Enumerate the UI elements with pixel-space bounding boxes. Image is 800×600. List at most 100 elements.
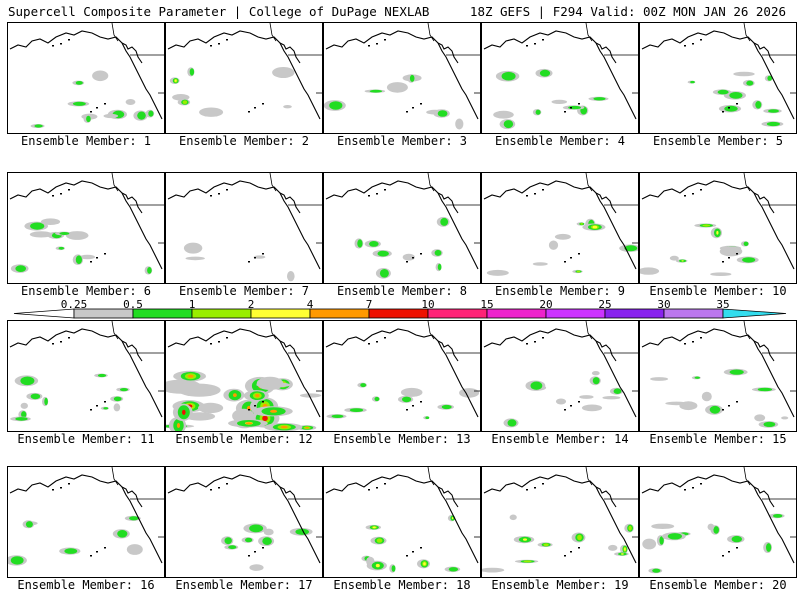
scp-contour-low (20, 402, 28, 409)
scp-contour-low (299, 393, 322, 398)
scp-contour-green (58, 246, 65, 250)
political-border (585, 467, 593, 486)
coastline (325, 180, 479, 270)
island (96, 257, 98, 259)
scp-contour-yellowgreen (543, 543, 549, 546)
island (218, 193, 220, 195)
coastline (9, 474, 163, 564)
coastline (279, 340, 301, 362)
political-border (743, 173, 751, 192)
coastline (595, 340, 617, 362)
colorbar-tick-label: 15 (480, 298, 494, 311)
coastline (595, 192, 617, 214)
map-svg (9, 173, 164, 275)
island (218, 43, 220, 45)
island (722, 409, 724, 411)
scp-contour-low (608, 544, 618, 551)
scp-contour-high (176, 423, 181, 428)
coastline (641, 180, 795, 270)
island (262, 103, 264, 105)
scp-contour-green (613, 388, 622, 394)
scp-contour-yellowgreen (628, 525, 632, 531)
scp-contour-green (117, 530, 128, 538)
island (376, 487, 378, 489)
map-svg (641, 321, 796, 428)
island (226, 39, 228, 41)
scp-contour-green (391, 565, 396, 572)
scp-contour-green (717, 89, 729, 95)
scp-contour-green (709, 405, 721, 414)
scp-contour-high (280, 425, 288, 429)
scp-contour-low (40, 218, 61, 225)
colorbar-segment (191, 308, 252, 319)
member-label: Ensemble Member: 13 (333, 432, 471, 446)
map-panel-member-6 (7, 172, 165, 284)
map-panel-member-18 (323, 466, 481, 578)
island (210, 343, 212, 345)
coastline (595, 486, 617, 508)
scp-contour-low (665, 401, 688, 406)
island (90, 261, 92, 263)
map-svg (8, 467, 164, 566)
coastline (9, 328, 163, 418)
colorbar-tick-label: 0.5 (123, 298, 143, 311)
map-panel-member-5 (639, 22, 797, 134)
coastline (753, 340, 775, 362)
scp-contour-green (349, 408, 364, 412)
island (262, 547, 264, 549)
scp-contour-green (694, 376, 700, 379)
island (248, 409, 250, 411)
island (262, 253, 264, 255)
scp-contour-high (255, 393, 260, 398)
scp-contour-green (64, 548, 78, 554)
scp-contour-green (34, 124, 43, 128)
island (262, 401, 264, 403)
political-border (111, 23, 119, 42)
scp-contour-low (178, 383, 221, 397)
island (218, 341, 220, 343)
scp-contour-yellowgreen (376, 538, 383, 543)
scp-contour-green (593, 97, 606, 101)
scp-contour-low (249, 564, 264, 571)
scp-contour-low (272, 67, 295, 78)
scp-contour-high (270, 409, 278, 413)
island (52, 489, 54, 491)
coastline (325, 474, 479, 564)
member-label: Ensemble Member: 17 (175, 578, 313, 592)
member-label: Ensemble Member: 15 (649, 432, 787, 446)
political-border (269, 467, 277, 486)
island (728, 551, 730, 553)
scp-contour-low (650, 377, 669, 381)
member-label: Ensemble Member: 18 (333, 578, 471, 592)
political-border (427, 467, 435, 486)
island (700, 337, 702, 339)
island (254, 107, 256, 109)
island (90, 409, 92, 411)
island (96, 405, 98, 407)
island (104, 103, 106, 105)
coastline (641, 30, 795, 120)
island (60, 43, 62, 45)
island (684, 489, 686, 491)
scp-contour-green (713, 526, 719, 534)
island (68, 337, 70, 339)
island (68, 483, 70, 485)
island (218, 487, 220, 489)
scp-contour-green (767, 75, 772, 81)
scp-contour-green (262, 537, 272, 545)
island (420, 103, 422, 105)
island (736, 103, 738, 105)
coastline (9, 30, 163, 120)
colorbar-segment (250, 308, 311, 319)
scp-contour-yellow (620, 553, 624, 555)
scp-contour-green (295, 528, 309, 535)
island (60, 193, 62, 195)
political-border (269, 321, 277, 340)
scp-contour-low (733, 71, 755, 77)
scp-contour-green (763, 421, 776, 427)
island (578, 253, 580, 255)
coastline (753, 486, 775, 508)
scp-contour-green (437, 110, 448, 117)
island (542, 337, 544, 339)
island (96, 107, 98, 109)
